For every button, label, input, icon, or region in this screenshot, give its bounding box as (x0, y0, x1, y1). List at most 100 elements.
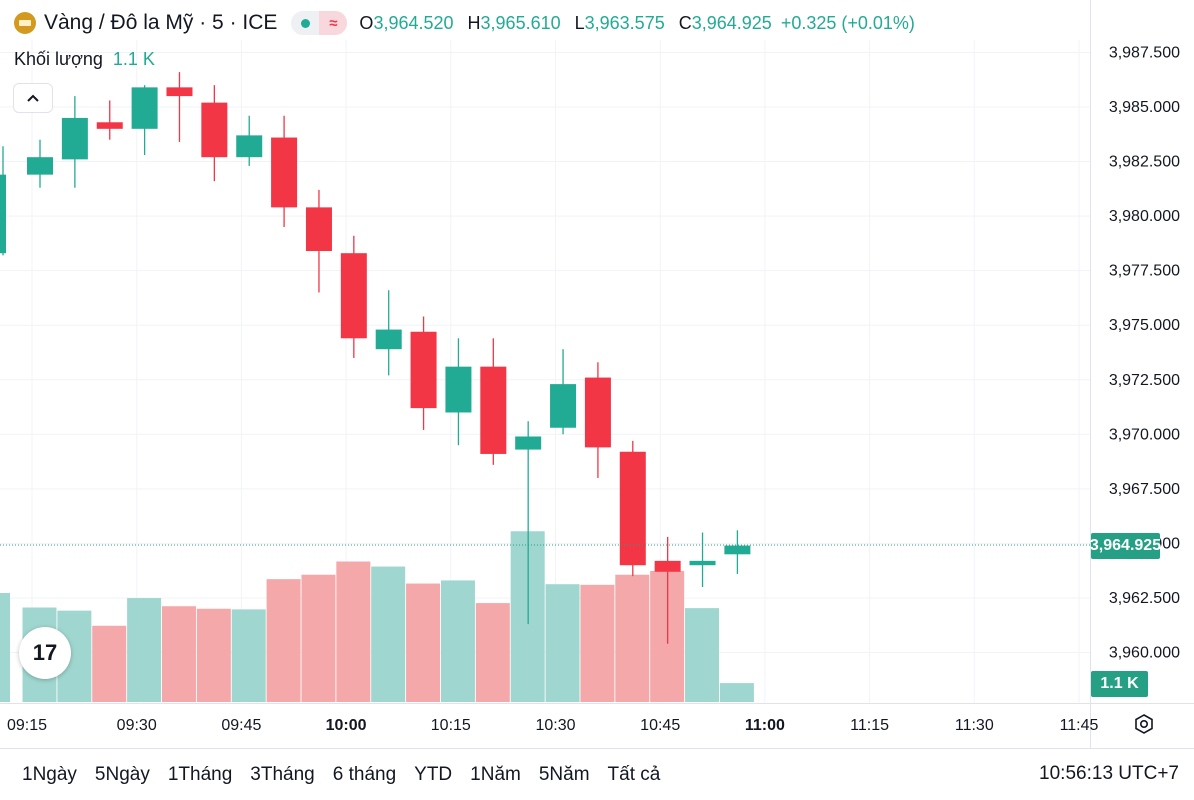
candle-body (410, 331, 437, 409)
y-tick-label: 3,960.000 (1109, 645, 1180, 662)
chart-settings-gear-icon[interactable] (1133, 713, 1155, 735)
range-1-year-button[interactable]: 1Năm (470, 763, 521, 785)
y-tick-label: 3,985.000 (1109, 99, 1180, 116)
y-tick-label: 3,977.500 (1109, 263, 1180, 280)
x-tick-label: 09:15 (7, 717, 47, 734)
candle-body (550, 384, 577, 428)
market-status-pill[interactable]: ≈ (291, 11, 348, 35)
ohlc-values: O3,964.520 H3,965.610 L3,963.575 C3,964.… (359, 13, 780, 34)
gold-icon (14, 12, 36, 34)
volume-bar (127, 598, 162, 702)
candle-body (96, 122, 123, 129)
y-tick-label: 3,970.000 (1109, 426, 1180, 443)
symbol-title[interactable]: Vàng / Đô la Mỹ · 5 · ICE (44, 11, 278, 34)
range-5-years-button[interactable]: 5Năm (538, 763, 590, 785)
volume-bar (0, 593, 10, 702)
timezone-clock[interactable]: 10:56:13 UTC+7 (1039, 763, 1179, 784)
candle-body (724, 545, 751, 555)
candle-body (619, 451, 646, 566)
volume-bar (266, 579, 301, 702)
candle-body (166, 87, 193, 97)
market-open-dot-icon (291, 11, 319, 35)
open-key: O (359, 12, 374, 33)
candle-body (305, 207, 332, 252)
x-tick-label: 10:30 (535, 717, 575, 734)
x-tick-label: 11:45 (1060, 717, 1099, 734)
volume-bar (440, 580, 475, 702)
candle-body (584, 377, 611, 448)
volume-bar (475, 603, 510, 702)
candle-body (480, 366, 507, 454)
open-value: 3,964.520 (373, 12, 454, 33)
y-tick-label: 3,967.500 (1109, 481, 1180, 498)
delayed-data-icon: ≈ (319, 11, 348, 35)
volume-value: 1.1 K (112, 49, 155, 69)
range-3-months-button[interactable]: 3Tháng (250, 763, 315, 785)
y-tick-label: 3,987.500 (1109, 44, 1180, 61)
candle-body (131, 87, 158, 129)
close-value: 3,964.925 (691, 12, 772, 33)
volume-bar (161, 606, 196, 702)
x-tick-label: 11:15 (850, 717, 889, 734)
x-tick-label: 10:00 (326, 717, 367, 734)
candle-body (515, 436, 542, 450)
volume-bar (685, 608, 720, 702)
y-tick-label: 3,972.500 (1109, 372, 1180, 389)
y-tick-label: 3,975.000 (1109, 317, 1180, 334)
volume-bar (336, 561, 371, 702)
candlestick-chart[interactable]: 3,960.0003,962.5003,965.0003,967.5003,97… (0, 0, 1194, 748)
x-tick-label: 09:30 (117, 717, 157, 734)
range-ytd-button[interactable]: YTD (414, 763, 453, 785)
x-tick-label: 10:45 (640, 717, 680, 734)
y-tick-label: 3,982.500 (1109, 154, 1180, 171)
volume-bar (615, 574, 650, 702)
y-tick-label: 3,962.500 (1109, 590, 1180, 607)
candle-body (689, 560, 716, 566)
volume-bar (580, 584, 615, 702)
volume-bar (231, 609, 266, 702)
high-value: 3,965.610 (480, 12, 561, 33)
x-tick-label: 09:45 (221, 717, 261, 734)
candle-body (654, 560, 681, 572)
candle-body (271, 137, 298, 208)
tradingview-logo-icon[interactable]: 17 (19, 627, 71, 679)
range-1-month-button[interactable]: 1Tháng (167, 763, 233, 785)
range-6-months-button[interactable]: 6 tháng (332, 763, 397, 785)
range-1-day-button[interactable]: 1Ngày (22, 763, 77, 785)
low-key: L (574, 12, 585, 33)
close-key: C (678, 12, 692, 33)
volume-bar (406, 583, 441, 702)
low-value: 3,963.575 (584, 12, 665, 33)
candle-body (27, 157, 53, 175)
chevron-up-icon (27, 94, 39, 102)
date-range-buttons: 1Ngày 5Ngày 1Tháng 3Tháng 6 tháng YTD 1N… (13, 764, 669, 786)
volume-bar (196, 608, 231, 702)
candle-body (236, 135, 263, 158)
high-key: H (467, 12, 481, 33)
candle-body (61, 117, 88, 160)
range-5-days-button[interactable]: 5Ngày (94, 763, 150, 785)
change-value: +0.325 (+0.01%) (780, 12, 915, 33)
x-tick-label: 10:15 (431, 717, 471, 734)
candle-body (0, 174, 6, 254)
volume-bar (371, 566, 406, 702)
symbol-legend: Vàng / Đô la Mỹ · 5 · ICE ≈ O3,964.520 H… (14, 9, 915, 37)
range-all-button[interactable]: Tất cả (607, 763, 661, 785)
volume-bar (545, 584, 580, 702)
volume-label: Khối lượng (14, 49, 103, 69)
candle-body (445, 366, 472, 413)
candle-body (340, 253, 367, 339)
volume-bar (301, 574, 336, 702)
last-volume-tag: 1.1 K (1091, 671, 1148, 697)
candle-body (201, 102, 228, 158)
volume-legend[interactable]: Khối lượng 1.1 K (14, 49, 155, 70)
last-price-tag: 3,964.925 (1090, 533, 1161, 559)
collapse-legend-button[interactable] (13, 83, 53, 113)
volume-bar (92, 625, 127, 702)
volume-bar (719, 683, 754, 702)
x-tick-label: 11:30 (955, 717, 994, 734)
candle-body (375, 329, 402, 350)
y-tick-label: 3,980.000 (1109, 208, 1180, 225)
bottom-toolbar: 1Ngày 5Ngày 1Tháng 3Tháng 6 tháng YTD 1N… (0, 748, 1194, 800)
x-tick-label: 11:00 (745, 717, 785, 734)
